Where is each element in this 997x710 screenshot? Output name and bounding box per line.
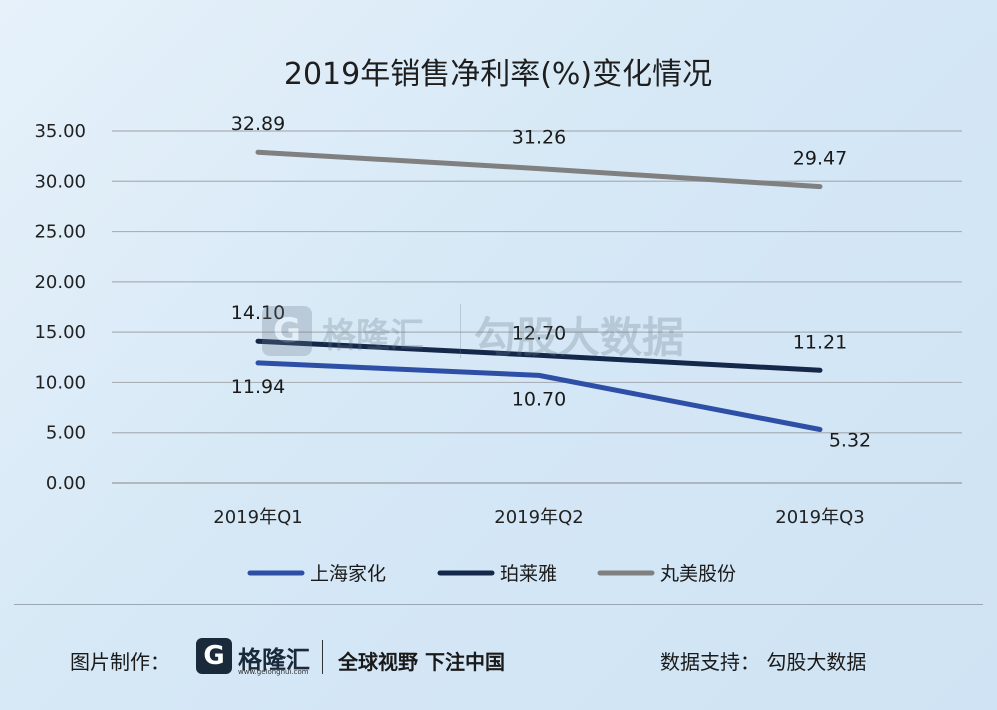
data-label: 11.94 [231,376,285,398]
line-chart: 2019年销售净利率(%)变化情况 0.00 5.00 10.00 15.00 20.0… [34,57,962,585]
legend-label: 珀莱雅 [500,563,557,585]
brand-url: www.gelonghui.com [238,668,309,676]
y-tick-label: 20.00 [34,272,86,293]
legend-label: 丸美股份 [660,563,736,585]
series-line [255,360,823,432]
x-tick-label: 2019年Q3 [775,507,864,528]
footer: 图片制作： G 格隆汇 www.gelonghui.com 全球视野 下注中国 … [0,632,997,682]
y-tick-label: 30.00 [34,171,86,192]
data-label: 5.32 [829,429,871,451]
brand-name: 格隆汇 [238,646,310,674]
data-label: 10.70 [512,388,566,410]
x-tick-label: 2019年Q2 [494,507,583,528]
gridlines [112,130,962,484]
data-label: 29.47 [793,148,847,170]
chart-title: 2019年销售净利率(%)变化情况 [284,57,712,92]
x-tick-label: 2019年Q1 [213,507,302,528]
y-tick-label: 35.00 [34,121,86,142]
series-line [255,149,823,190]
watermark-logo-icon: G [262,306,312,356]
data-label: 11.21 [793,331,847,353]
y-axis-ticks: 0.00 5.00 10.00 15.00 20.00 25.00 30.00 35.00 [34,121,86,494]
y-tick-label: 10.00 [34,372,86,393]
data-label: 31.26 [512,127,566,149]
credit-label: 图片制作： [70,650,170,674]
y-tick-label: 5.00 [46,423,86,444]
series-line [255,338,823,373]
brand-logo-icon: G [196,638,232,674]
legend-label: 上海家化 [310,563,386,585]
legend: 上海家化 珀莱雅 丸美股份 [247,563,736,585]
series-lines [255,149,823,432]
watermark-brand: 格隆汇 [322,316,424,356]
data-label: 12.70 [512,322,566,344]
data-label: 14.10 [231,302,285,324]
data-source: 数据支持： 勾股大数据 [660,650,867,674]
y-tick-label: 25.00 [34,222,86,243]
watermark: G 格隆汇 勾股大数据 [262,300,742,362]
brand-slogan: 全球视野 下注中国 [338,650,505,674]
y-tick-label: 15.00 [34,322,86,343]
data-label: 32.89 [231,113,285,135]
watermark-divider [460,304,461,358]
footer-divider [14,604,983,605]
y-tick-label: 0.00 [46,473,86,494]
footer-separator [322,640,323,674]
data-labels: 11.94 10.70 5.32 14.10 12.70 11.21 32.89 31.26 2… [231,113,871,451]
x-axis-ticks: 2019年Q1 2019年Q2 2019年Q3 [213,507,864,528]
watermark-source: 勾股大数据 [474,313,685,362]
